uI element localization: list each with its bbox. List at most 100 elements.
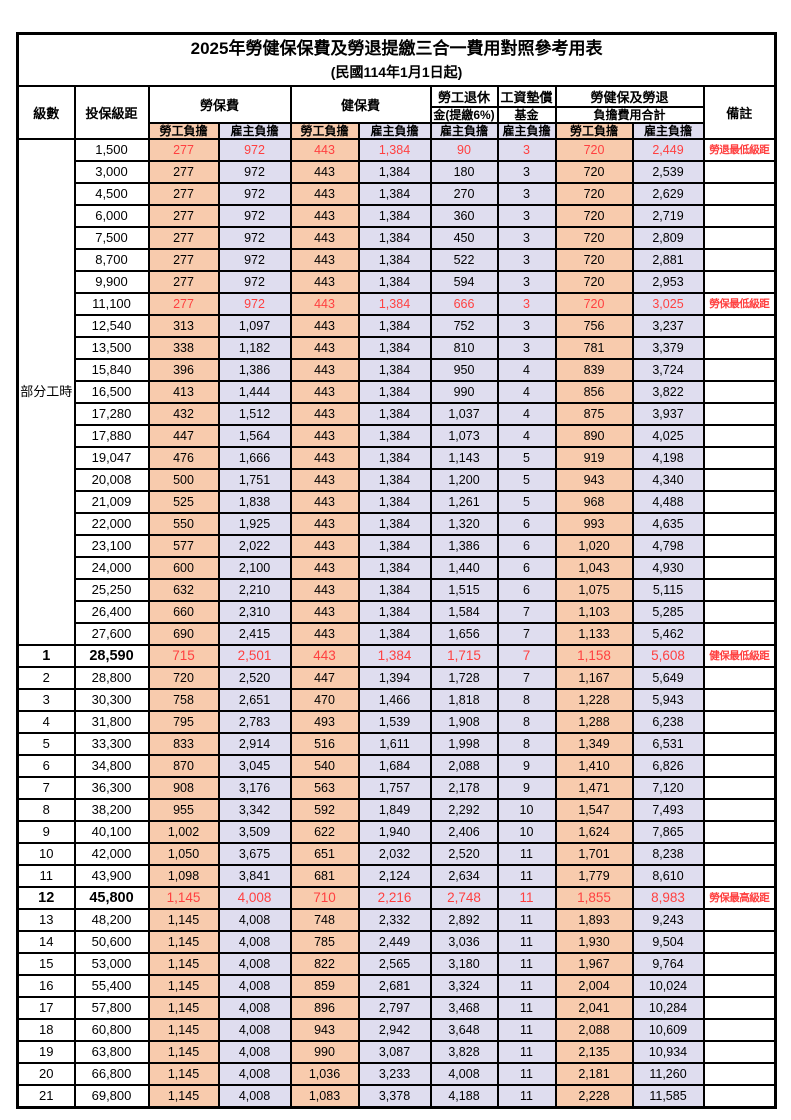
cell-li-employee: 1,145 bbox=[147, 886, 220, 910]
cell-hi-employer: 2,681 bbox=[357, 974, 432, 998]
table-row: 13,500 338 1,182 443 1,384 810 3 781 3,379 bbox=[18, 336, 777, 360]
cell-total-employee: 1,624 bbox=[554, 820, 634, 844]
cell-li-employer: 2,651 bbox=[217, 688, 292, 712]
cell-hi-employer: 1,466 bbox=[357, 688, 432, 712]
table-row: 2 28,800 720 2,520 447 1,394 1,728 7 1,167 5,649 bbox=[16, 666, 777, 690]
cell-li-employee: 396 bbox=[147, 358, 220, 382]
table-row: 3 30,300 758 2,651 470 1,466 1,818 8 1,228 5,943 bbox=[16, 688, 777, 712]
cell-fund-employer: 5 bbox=[496, 446, 557, 470]
cell-li-employee: 1,145 bbox=[147, 1062, 220, 1086]
cell-fund-employer: 7 bbox=[496, 600, 557, 624]
cell-pension-employer: 1,320 bbox=[429, 512, 499, 536]
subheader-hi-employee: 勞工負擔 bbox=[289, 122, 360, 140]
cell-hi-employer: 1,384 bbox=[357, 622, 432, 646]
cell-remark bbox=[702, 336, 777, 360]
cell-hi-employee: 443 bbox=[289, 468, 360, 492]
cell-remark bbox=[702, 402, 777, 426]
cell-li-employer: 4,008 bbox=[217, 1062, 292, 1086]
cell-hi-employee: 443 bbox=[289, 292, 360, 316]
cell-pension-employer: 1,037 bbox=[429, 402, 499, 426]
cell-total-employee: 1,158 bbox=[554, 644, 634, 668]
cell-total-employee: 720 bbox=[554, 182, 634, 206]
cell-hi-employee: 443 bbox=[289, 336, 360, 360]
cell-total-employee: 1,547 bbox=[554, 798, 634, 822]
cell-fund-employer: 4 bbox=[496, 358, 557, 382]
cell-pension-employer: 90 bbox=[429, 138, 499, 162]
cell-remark bbox=[702, 864, 777, 888]
cell-li-employee: 277 bbox=[147, 270, 220, 294]
cell-fund-employer: 3 bbox=[496, 248, 557, 272]
cell-hi-employee: 443 bbox=[289, 556, 360, 580]
subheader-total-employer: 雇主負擔 bbox=[631, 122, 705, 140]
cell-li-employee: 277 bbox=[147, 182, 220, 206]
cell-hi-employee: 592 bbox=[289, 798, 360, 822]
cell-bracket: 55,400 bbox=[73, 974, 150, 998]
cell-fund-employer: 3 bbox=[496, 314, 557, 338]
cell-li-employee: 577 bbox=[147, 534, 220, 558]
cell-level: 11 bbox=[16, 864, 76, 888]
cell-fund-employer: 4 bbox=[496, 380, 557, 404]
cell-li-employer: 4,008 bbox=[217, 952, 292, 976]
cell-total-employer: 6,826 bbox=[631, 754, 705, 778]
cell-bracket: 12,540 bbox=[73, 314, 150, 338]
cell-hi-employee: 470 bbox=[289, 688, 360, 712]
cell-level: 10 bbox=[16, 842, 76, 866]
cell-remark bbox=[702, 468, 777, 492]
cell-fund-employer: 11 bbox=[496, 952, 557, 976]
cell-li-employee: 525 bbox=[147, 490, 220, 514]
cell-li-employer: 2,100 bbox=[217, 556, 292, 580]
cell-remark bbox=[702, 314, 777, 338]
cell-hi-employee: 443 bbox=[289, 248, 360, 272]
cell-pension-employer: 360 bbox=[429, 204, 499, 228]
col-header-wage-fund-line1: 工資墊償 bbox=[496, 85, 557, 108]
cell-total-employer: 3,237 bbox=[631, 314, 705, 338]
cell-li-employer: 3,509 bbox=[217, 820, 292, 844]
cell-fund-employer: 11 bbox=[496, 1062, 557, 1086]
cell-li-employer: 1,925 bbox=[217, 512, 292, 536]
cell-fund-employer: 3 bbox=[496, 292, 557, 316]
col-header-labor-insurance: 勞保費 bbox=[147, 85, 292, 124]
cell-li-employer: 4,008 bbox=[217, 930, 292, 954]
cell-bracket: 69,800 bbox=[73, 1084, 150, 1109]
cell-li-employee: 277 bbox=[147, 226, 220, 250]
table-row: 17,280 432 1,512 443 1,384 1,037 4 875 3,937 bbox=[18, 402, 777, 426]
cell-remark bbox=[702, 534, 777, 558]
table-row: 12,540 313 1,097 443 1,384 752 3 756 3,237 bbox=[18, 314, 777, 338]
table-row: 1 28,590 715 2,501 443 1,384 1,715 7 1,158 5,608 健… bbox=[16, 644, 777, 668]
cell-li-employee: 758 bbox=[147, 688, 220, 712]
cell-fund-employer: 10 bbox=[496, 820, 557, 844]
cell-total-employer: 7,120 bbox=[631, 776, 705, 800]
cell-remark bbox=[702, 446, 777, 470]
cell-bracket: 19,047 bbox=[73, 446, 150, 470]
cell-hi-employer: 1,384 bbox=[357, 204, 432, 228]
cell-fund-employer: 8 bbox=[496, 732, 557, 756]
cell-total-employer: 5,608 bbox=[631, 644, 705, 668]
cell-bracket: 11,100 bbox=[73, 292, 150, 316]
cell-hi-employee: 443 bbox=[289, 182, 360, 206]
header-row-1: 級數 投保級距 勞保費 健保費 勞工退休 工資墊償 勞健保及勞退 備註 bbox=[16, 85, 777, 140]
cell-li-employee: 1,145 bbox=[147, 1084, 220, 1109]
cell-li-employee: 795 bbox=[147, 710, 220, 734]
table-row: 17,880 447 1,564 443 1,384 1,073 4 890 4,025 bbox=[18, 424, 777, 448]
cell-fund-employer: 3 bbox=[496, 336, 557, 360]
cell-li-employee: 720 bbox=[147, 666, 220, 690]
cell-pension-employer: 4,188 bbox=[429, 1084, 499, 1109]
cell-li-employee: 550 bbox=[147, 512, 220, 536]
cell-remark bbox=[702, 754, 777, 778]
cell-hi-employer: 1,384 bbox=[357, 644, 432, 668]
cell-fund-employer: 11 bbox=[496, 864, 557, 888]
cell-li-employee: 632 bbox=[147, 578, 220, 602]
cell-fund-employer: 6 bbox=[496, 512, 557, 536]
cell-li-employer: 1,564 bbox=[217, 424, 292, 448]
cell-li-employer: 4,008 bbox=[217, 886, 292, 910]
cell-hi-employee: 443 bbox=[289, 644, 360, 668]
cell-li-employer: 972 bbox=[217, 226, 292, 250]
cell-fund-employer: 11 bbox=[496, 1040, 557, 1064]
col-header-pension-line2: 金(提繳6%) bbox=[429, 106, 499, 124]
table-row: 12 45,800 1,145 4,008 710 2,216 2,748 11 1,855 8,… bbox=[16, 886, 777, 910]
cell-pension-employer: 1,715 bbox=[429, 644, 499, 668]
cell-fund-employer: 3 bbox=[496, 270, 557, 294]
cell-bracket: 9,900 bbox=[73, 270, 150, 294]
cell-hi-employer: 2,449 bbox=[357, 930, 432, 954]
cell-hi-employee: 443 bbox=[289, 578, 360, 602]
